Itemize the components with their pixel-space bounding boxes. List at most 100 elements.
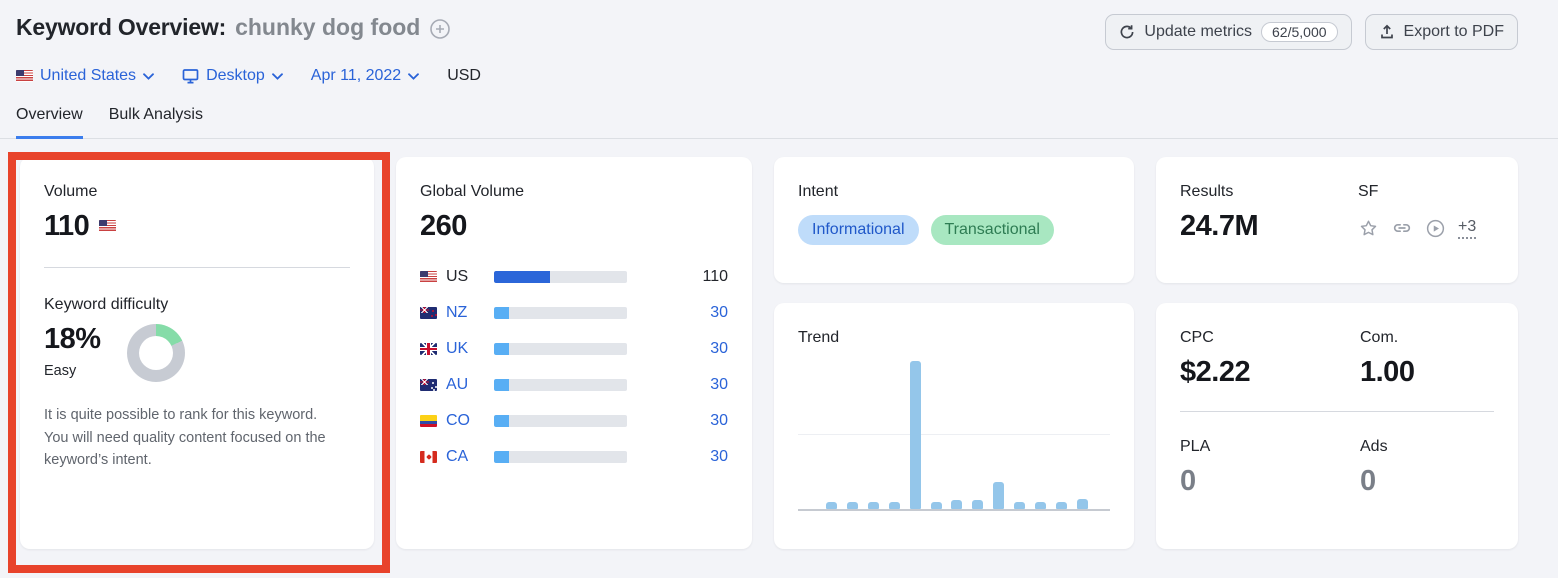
- volume-bar-track: [494, 307, 627, 320]
- volume-bar-track: [494, 415, 627, 428]
- country-volume-value[interactable]: 30: [710, 340, 728, 358]
- currency-label: USD: [447, 67, 481, 84]
- add-keyword-icon[interactable]: [429, 18, 451, 40]
- export-pdf-button[interactable]: Export to PDF: [1364, 14, 1518, 50]
- country-code-link[interactable]: UK: [446, 340, 469, 358]
- cpc-card: CPC $2.22 Com. 1.00 PLA 0 Ads 0: [1156, 303, 1518, 549]
- global-volume-row-au: AU 30: [420, 367, 728, 403]
- trend-bar-7: [951, 500, 963, 509]
- card-divider: [1180, 411, 1494, 413]
- trend-bar-3: [867, 502, 879, 509]
- keyword-difficulty-label: Keyword difficulty: [44, 296, 169, 314]
- trend-bar-13: [1076, 499, 1088, 509]
- export-pdf-label: Export to PDF: [1403, 23, 1504, 40]
- trend-bar-9: [993, 482, 1005, 509]
- global-volume-rows: US 110 NZ 30 UK 30 AU 30 CO 30 CA 30: [420, 259, 728, 475]
- country-volume-value[interactable]: 30: [710, 448, 728, 466]
- flag-co-icon: [420, 415, 437, 428]
- ads-value: 0: [1360, 465, 1376, 498]
- flag-au-icon: [420, 379, 437, 392]
- star-icon: [1358, 218, 1379, 239]
- volume-bar-track: [494, 451, 627, 464]
- tab-overview[interactable]: Overview: [16, 106, 83, 139]
- location-filter[interactable]: United States: [16, 67, 154, 85]
- country-volume-value[interactable]: 30: [710, 304, 728, 322]
- date-filter[interactable]: Apr 11, 2022: [311, 67, 420, 85]
- trend-label: Trend: [798, 329, 840, 346]
- keyword-difficulty-value: 18%: [44, 323, 101, 356]
- trend-bar-chart: [798, 359, 1110, 511]
- trend-bar-11: [1035, 502, 1047, 509]
- trend-bar-8: [972, 500, 984, 509]
- serp-features-label: SF: [1358, 183, 1379, 200]
- cpc-value: $2.22: [1180, 356, 1251, 388]
- pla-label: PLA: [1180, 438, 1211, 456]
- metrics-grid: Volume 110 Keyword difficulty 18% Easy I…: [0, 139, 1558, 571]
- card-divider: [44, 267, 350, 269]
- volume-value: 110: [44, 210, 90, 242]
- flag-us-icon: [16, 70, 33, 82]
- flag-us-icon: [420, 271, 437, 284]
- ads-label: Ads: [1360, 438, 1388, 456]
- volume-bar-track: [494, 343, 627, 356]
- trend-bar-2: [846, 502, 858, 509]
- intent-label: Intent: [798, 183, 839, 200]
- trend-bar-4: [888, 502, 900, 509]
- tab-bulk-analysis[interactable]: Bulk Analysis: [108, 106, 203, 123]
- keyword-text: chunky dog food: [235, 14, 421, 40]
- flag-uk-icon: [420, 343, 437, 356]
- global-volume-row-nz: NZ 30: [420, 295, 728, 331]
- volume-bar-fill: [494, 415, 510, 428]
- intent-badges: Informational Transactional: [798, 215, 1110, 245]
- global-volume-row-uk: UK 30: [420, 331, 728, 367]
- country-volume-value[interactable]: 30: [710, 376, 728, 394]
- volume-bar-fill: [494, 451, 510, 464]
- header-actions: Update metrics 62/5,000 Export to PDF: [1105, 14, 1518, 50]
- link-icon: [1391, 217, 1413, 239]
- refresh-icon: [1119, 24, 1135, 40]
- country-code-link: US: [446, 268, 469, 286]
- keyword-difficulty-level: Easy: [44, 362, 77, 379]
- update-metrics-button[interactable]: Update metrics 62/5,000: [1105, 14, 1352, 50]
- device-filter[interactable]: Desktop: [182, 67, 283, 85]
- global-volume-row-us: US 110: [420, 259, 728, 295]
- competition-value: 1.00: [1360, 356, 1415, 388]
- volume-difficulty-card: Volume 110 Keyword difficulty 18% Easy I…: [20, 157, 374, 549]
- country-volume-value[interactable]: 30: [710, 412, 728, 430]
- competition-label: Com.: [1360, 329, 1399, 346]
- country-code-link[interactable]: CO: [446, 412, 470, 430]
- global-volume-value: 260: [420, 210, 467, 242]
- intent-badge-informational[interactable]: Informational: [798, 215, 919, 245]
- volume-bar-track: [494, 271, 627, 284]
- location-filter-label: United States: [40, 67, 137, 84]
- pla-value: 0: [1180, 465, 1196, 498]
- difficulty-donut-chart: [126, 324, 185, 383]
- filters-row: United States Desktop Apr 11, 2022 USD: [0, 50, 1558, 85]
- global-volume-card: Global Volume 260 US 110 NZ 30 UK 30 AU 30 CO 30 C…: [396, 157, 752, 549]
- country-volume-value: 110: [702, 268, 728, 286]
- page-title-row: Keyword Overview: chunky dog food: [16, 14, 451, 41]
- trend-bar-10: [1014, 502, 1026, 509]
- chevron-down-icon: [408, 72, 420, 80]
- topbar: Keyword Overview: chunky dog food Update…: [0, 0, 1558, 50]
- country-code-link[interactable]: CA: [446, 448, 469, 466]
- quota-badge: 62/5,000: [1261, 22, 1338, 42]
- serp-features-more[interactable]: +3: [1458, 218, 1477, 239]
- flag-us-icon: [99, 220, 117, 233]
- intent-badge-transactional[interactable]: Transactional: [930, 215, 1054, 245]
- update-metrics-label: Update metrics: [1144, 23, 1253, 40]
- intent-card: Intent Informational Transactional: [774, 157, 1134, 283]
- country-code-link[interactable]: AU: [446, 376, 469, 394]
- flag-ca-icon: [420, 451, 437, 464]
- country-code-link[interactable]: NZ: [446, 304, 468, 322]
- trend-bar-12: [1055, 502, 1067, 509]
- video-icon: [1425, 218, 1446, 239]
- chevron-down-icon: [143, 72, 154, 80]
- global-volume-row-co: CO 30: [420, 403, 728, 439]
- trend-bar-5: [909, 361, 921, 509]
- volume-bar-track: [494, 379, 627, 392]
- volume-bar-fill: [494, 271, 551, 284]
- volume-label: Volume: [44, 183, 98, 200]
- volume-bar-fill: [494, 307, 510, 320]
